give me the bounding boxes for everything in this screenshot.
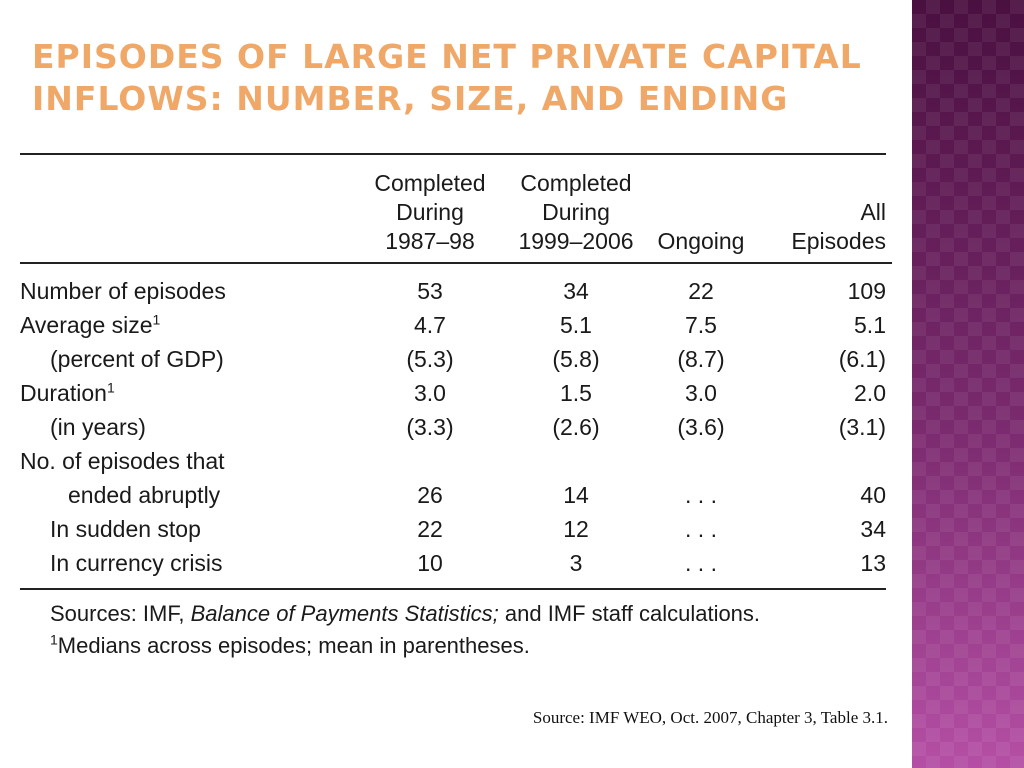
table-row: Average size1 4.7 5.1 7.5 5.1 xyxy=(20,311,886,338)
table-row: In sudden stop 22 12 . . . 34 xyxy=(50,516,886,542)
header-row: Completed During 1987–98 Completed Durin… xyxy=(20,155,892,262)
table-row: Number of episodes 53 34 22 109 xyxy=(20,278,886,304)
title-line-2: Inflows: Number, Size, and Ending xyxy=(32,79,789,118)
table-top-rule xyxy=(20,153,886,155)
table-row: (percent of GDP) (5.3) (5.8) (8.7) (6.1) xyxy=(50,346,886,372)
decorative-side-band xyxy=(912,0,1024,768)
sources-note: Sources: IMF, Balance of Payments Statis… xyxy=(50,601,761,626)
table-row: In currency crisis 10 3 . . . 13 xyxy=(50,550,886,576)
source-caption: Source: IMF WEO, Oct. 2007, Chapter 3, T… xyxy=(532,708,888,727)
header-all-episodes: All Episodes xyxy=(791,199,886,254)
footnote: 1Medians across episodes; mean in parent… xyxy=(50,631,530,658)
title-line-1: Episodes of Large Net Private Capital xyxy=(32,37,862,76)
table-row: No. of episodes that xyxy=(20,448,225,474)
slide-title: Episodes of Large Net Private Capital In… xyxy=(32,36,902,120)
table-row: ended abruptly 26 14 . . . 40 xyxy=(68,482,886,508)
header-completed-1999-2006: Completed During 1999–2006 xyxy=(518,170,634,254)
table-row: Duration1 3.0 1.5 3.0 2.0 xyxy=(20,379,886,406)
table-bottom-rule xyxy=(20,588,886,590)
episodes-table: Completed During 1987–98 Completed Durin… xyxy=(20,153,892,662)
header-completed-1987-98: Completed During 1987–98 xyxy=(374,170,486,254)
header-blank xyxy=(20,155,350,262)
data-table: Completed During 1987–98 Completed Durin… xyxy=(20,155,892,588)
header-ongoing: Ongoing xyxy=(657,228,745,254)
table-notes: Sources: IMF, Balance of Payments Statis… xyxy=(20,598,886,662)
table-row: (in years) (3.3) (2.6) (3.6) (3.1) xyxy=(50,414,886,440)
header-rule xyxy=(20,262,892,264)
